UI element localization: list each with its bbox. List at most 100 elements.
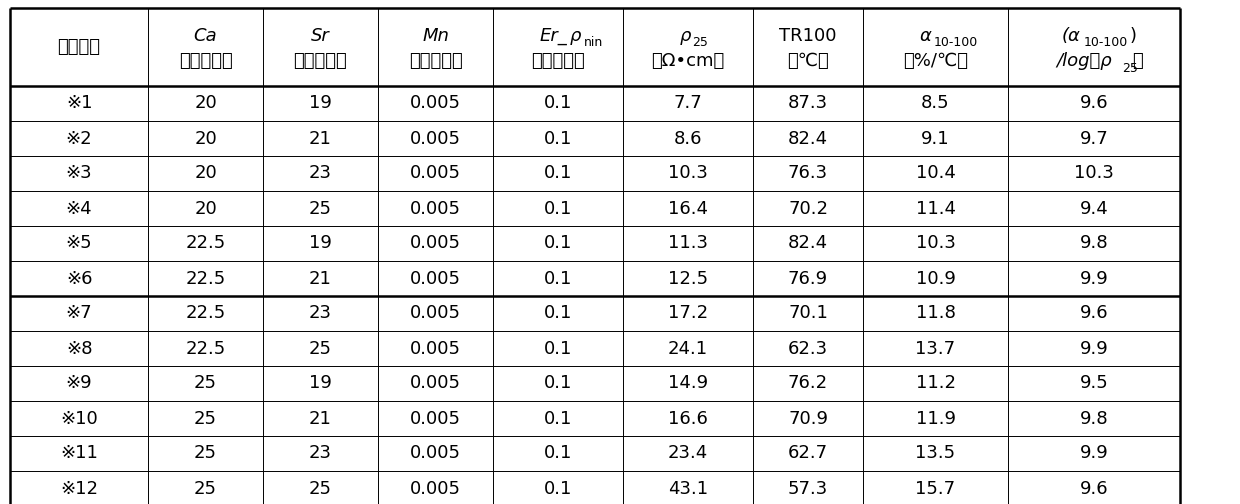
Text: 22.5: 22.5 [185, 234, 226, 253]
Text: Er_: Er_ [539, 27, 568, 45]
Text: ※6: ※6 [66, 270, 92, 287]
Text: 10.3: 10.3 [915, 234, 956, 253]
Text: （摩尔份）: （摩尔份） [179, 52, 232, 70]
Text: 0.1: 0.1 [544, 374, 572, 393]
Text: 0.005: 0.005 [410, 340, 461, 357]
Text: 17.2: 17.2 [668, 304, 708, 323]
Text: ※2: ※2 [66, 130, 92, 148]
Text: （%/℃）: （%/℃） [903, 52, 968, 70]
Text: 21: 21 [309, 409, 332, 427]
Text: 25: 25 [193, 445, 217, 463]
Text: ※9: ※9 [66, 374, 92, 393]
Text: 10.3: 10.3 [668, 164, 708, 182]
Text: 10-100: 10-100 [934, 36, 978, 49]
Text: 0.1: 0.1 [544, 409, 572, 427]
Text: 25: 25 [193, 409, 217, 427]
Text: 10.9: 10.9 [915, 270, 956, 287]
Text: 13.5: 13.5 [915, 445, 956, 463]
Text: 9.8: 9.8 [1080, 409, 1109, 427]
Text: nin: nin [584, 36, 603, 49]
Text: 23: 23 [309, 445, 332, 463]
Text: 8.6: 8.6 [673, 130, 702, 148]
Text: 0.005: 0.005 [410, 234, 461, 253]
Text: 14.9: 14.9 [668, 374, 708, 393]
Text: /log（ρ: /log（ρ [1056, 52, 1111, 70]
Text: α: α [920, 27, 931, 45]
Text: 22.5: 22.5 [185, 304, 226, 323]
Text: 0.005: 0.005 [410, 409, 461, 427]
Text: （摩尔份）: （摩尔份） [409, 52, 463, 70]
Text: 62.3: 62.3 [787, 340, 828, 357]
Text: 0.1: 0.1 [544, 234, 572, 253]
Text: 70.1: 70.1 [789, 304, 828, 323]
Text: 23: 23 [309, 164, 332, 182]
Text: 19: 19 [309, 95, 332, 112]
Text: （℃）: （℃） [787, 52, 828, 70]
Text: Sr: Sr [311, 27, 330, 45]
Text: 11.4: 11.4 [915, 200, 956, 218]
Text: TR100: TR100 [779, 27, 837, 45]
Text: 23: 23 [309, 304, 332, 323]
Text: 19: 19 [309, 234, 332, 253]
Text: 9.9: 9.9 [1080, 445, 1109, 463]
Text: 9.6: 9.6 [1080, 479, 1109, 497]
Text: Ca: Ca [193, 27, 217, 45]
Text: ρ: ρ [570, 27, 582, 45]
Text: 9.4: 9.4 [1080, 200, 1109, 218]
Text: （摩尔份）: （摩尔份） [294, 52, 347, 70]
Text: ）: ） [1132, 52, 1143, 70]
Text: ※7: ※7 [66, 304, 92, 323]
Text: 25: 25 [193, 374, 217, 393]
Text: 20: 20 [195, 95, 217, 112]
Text: 57.3: 57.3 [787, 479, 828, 497]
Text: 21: 21 [309, 130, 332, 148]
Text: 62.7: 62.7 [787, 445, 828, 463]
Text: 15.7: 15.7 [915, 479, 956, 497]
Text: 24.1: 24.1 [668, 340, 708, 357]
Text: 11.2: 11.2 [915, 374, 956, 393]
Text: 0.005: 0.005 [410, 130, 461, 148]
Text: 76.2: 76.2 [787, 374, 828, 393]
Text: ※11: ※11 [60, 445, 98, 463]
Text: 70.2: 70.2 [787, 200, 828, 218]
Text: 0.005: 0.005 [410, 164, 461, 182]
Text: 43.1: 43.1 [668, 479, 708, 497]
Text: 10-100: 10-100 [1084, 36, 1128, 49]
Text: 9.9: 9.9 [1080, 340, 1109, 357]
Text: 0.005: 0.005 [410, 200, 461, 218]
Text: 0.005: 0.005 [410, 445, 461, 463]
Text: 0.1: 0.1 [544, 304, 572, 323]
Text: 25: 25 [1122, 61, 1138, 75]
Text: ※1: ※1 [66, 95, 92, 112]
Text: 70.9: 70.9 [787, 409, 828, 427]
Text: 20: 20 [195, 200, 217, 218]
Text: 8.5: 8.5 [921, 95, 950, 112]
Text: 9.8: 9.8 [1080, 234, 1109, 253]
Text: 16.4: 16.4 [668, 200, 708, 218]
Text: ※8: ※8 [66, 340, 92, 357]
Text: 0.005: 0.005 [410, 270, 461, 287]
Text: ※5: ※5 [66, 234, 92, 253]
Text: 0.005: 0.005 [410, 479, 461, 497]
Text: 0.1: 0.1 [544, 479, 572, 497]
Text: 13.7: 13.7 [915, 340, 956, 357]
Text: 76.3: 76.3 [787, 164, 828, 182]
Text: ※4: ※4 [66, 200, 92, 218]
Text: 0.005: 0.005 [410, 304, 461, 323]
Text: 11.8: 11.8 [915, 304, 956, 323]
Text: 0.1: 0.1 [544, 445, 572, 463]
Text: Mn: Mn [422, 27, 449, 45]
Text: 76.9: 76.9 [787, 270, 828, 287]
Text: 9.9: 9.9 [1080, 270, 1109, 287]
Text: 20: 20 [195, 130, 217, 148]
Text: 0.1: 0.1 [544, 270, 572, 287]
Text: 25: 25 [692, 36, 708, 49]
Text: 21: 21 [309, 270, 332, 287]
Text: 10.3: 10.3 [1074, 164, 1114, 182]
Text: 87.3: 87.3 [787, 95, 828, 112]
Text: （摩尔份）: （摩尔份） [531, 52, 585, 70]
Text: ): ) [1130, 27, 1137, 45]
Text: （Ω•cm）: （Ω•cm） [651, 52, 724, 70]
Text: 16.6: 16.6 [668, 409, 708, 427]
Text: 0.1: 0.1 [544, 164, 572, 182]
